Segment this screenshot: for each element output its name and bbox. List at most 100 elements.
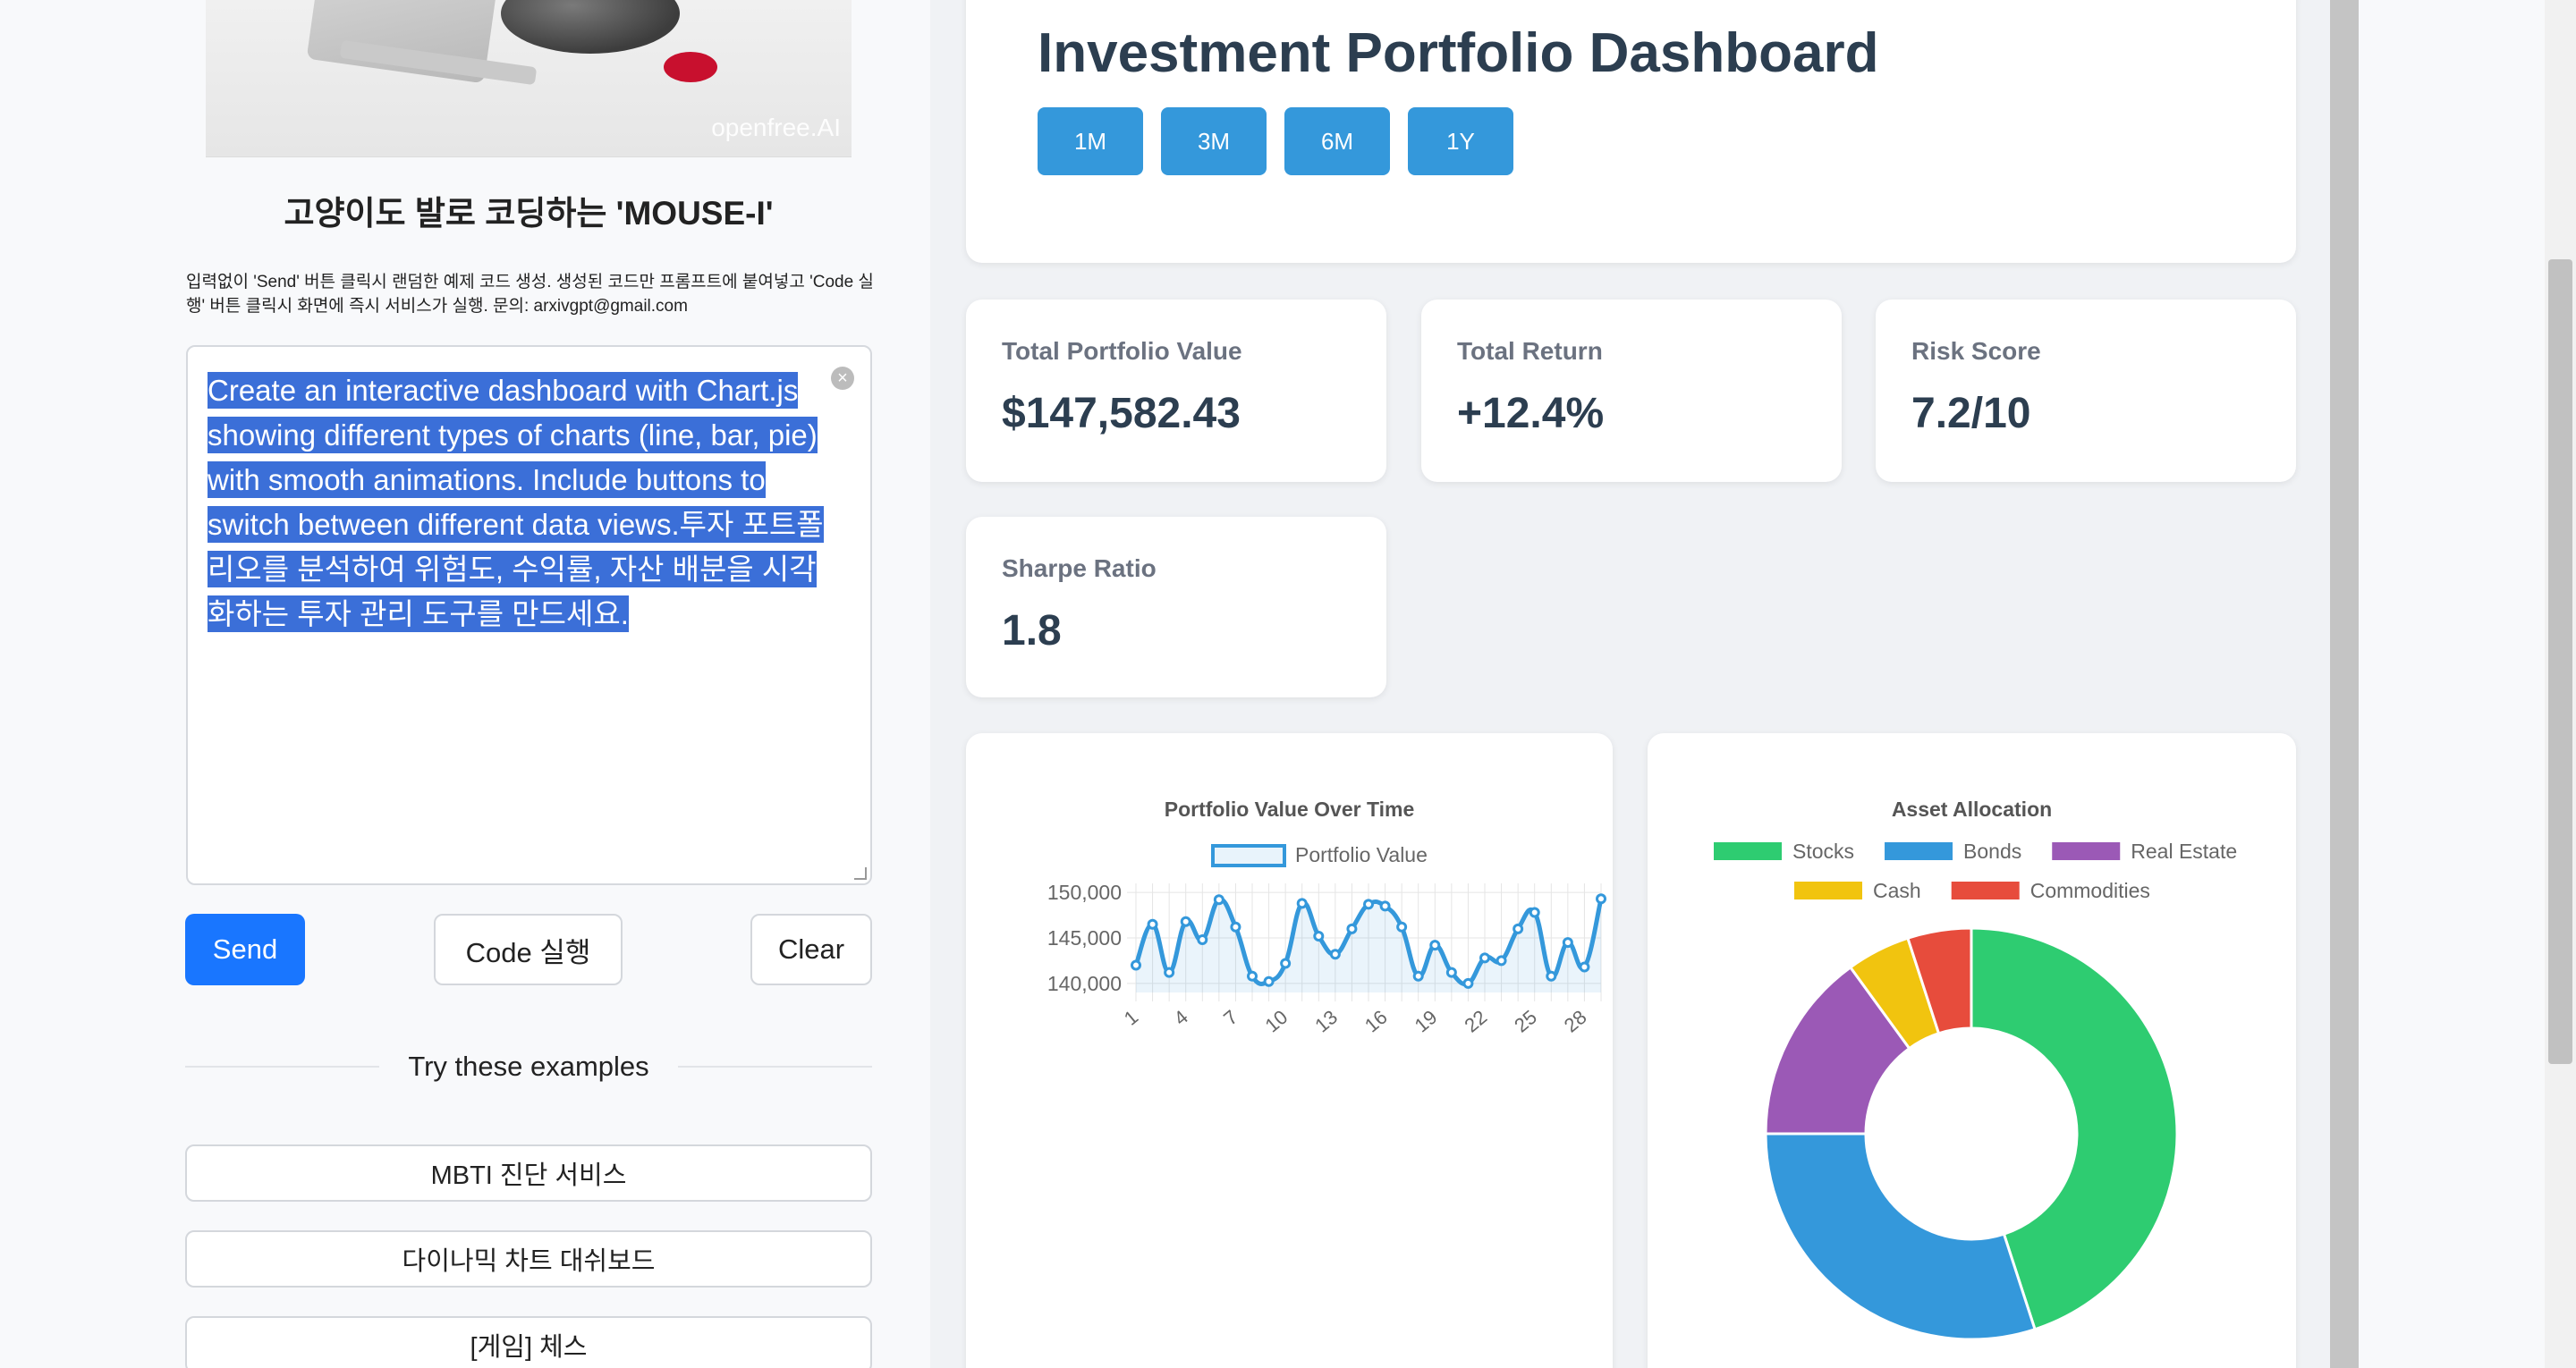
legend-label: Real Estate bbox=[2131, 840, 2237, 863]
example-item[interactable]: 다이나믹 차트 대쉬보드 bbox=[185, 1230, 872, 1288]
dashboard-panel: Investment Portfolio Dashboard 1M 3M 6M … bbox=[930, 0, 2330, 1368]
resize-handle[interactable] bbox=[854, 867, 867, 880]
data-point bbox=[1263, 975, 1275, 987]
data-point bbox=[1479, 952, 1490, 964]
divider bbox=[185, 1066, 380, 1068]
data-point bbox=[1213, 894, 1224, 906]
data-point bbox=[1529, 907, 1540, 918]
data-point bbox=[1462, 977, 1474, 989]
data-point bbox=[1296, 898, 1308, 909]
stat-card-risk-score: Risk Score 7.2/10 bbox=[1876, 300, 2296, 482]
x-tick-label: 10 bbox=[1261, 1006, 1292, 1037]
data-point bbox=[1429, 940, 1441, 951]
inner-scrollbar[interactable] bbox=[2330, 0, 2359, 1368]
hero-image: openfree.AI bbox=[206, 0, 852, 157]
send-button[interactable]: Send bbox=[185, 914, 305, 985]
code-run-button[interactable]: Code 실행 bbox=[434, 914, 623, 985]
data-point bbox=[1147, 918, 1158, 930]
pie-slice-commodities bbox=[1906, 926, 1973, 1035]
example-item[interactable]: [게임] 체스 bbox=[185, 1316, 872, 1368]
legend-item: Stocks bbox=[1714, 840, 1854, 863]
y-tick-label: 145,000 bbox=[1047, 926, 1122, 950]
data-point bbox=[1329, 949, 1341, 960]
x-tick-label: 16 bbox=[1360, 1006, 1392, 1037]
pie-slice-stocks bbox=[1970, 926, 2179, 1331]
legend-label: Stocks bbox=[1792, 840, 1854, 863]
page-scrollbar[interactable] bbox=[2545, 0, 2576, 1368]
legend-label: Portfolio Value bbox=[1295, 843, 1428, 866]
mouse-graphic bbox=[664, 52, 717, 82]
stat-value: 7.2/10 bbox=[1911, 390, 2031, 437]
data-point bbox=[1197, 934, 1208, 946]
stat-card-total-return: Total Return +12.4% bbox=[1421, 300, 1842, 482]
clear-button[interactable]: Clear bbox=[750, 914, 872, 985]
y-tick-label: 140,000 bbox=[1047, 972, 1122, 995]
stat-card-sharpe-ratio: Sharpe Ratio 1.8 bbox=[966, 517, 1386, 697]
data-point bbox=[1346, 923, 1358, 934]
divider bbox=[677, 1066, 872, 1068]
data-point bbox=[1313, 930, 1325, 942]
range-button-1y[interactable]: 1Y bbox=[1408, 107, 1513, 175]
data-point bbox=[1363, 899, 1374, 910]
x-tick-label: 22 bbox=[1460, 1006, 1491, 1037]
legend-swatch bbox=[1951, 882, 2020, 899]
x-tick-label: 28 bbox=[1560, 1006, 1591, 1037]
legend-item: Real Estate bbox=[2052, 840, 2237, 863]
legend-swatch bbox=[1714, 842, 1782, 860]
x-tick-label: 19 bbox=[1411, 1006, 1442, 1037]
data-point bbox=[1546, 970, 1557, 982]
left-panel: openfree.AI 고양이도 발로 코딩하는 'MOUSE-I' 입력없이 … bbox=[0, 0, 930, 1368]
data-point bbox=[1562, 937, 1573, 949]
pie-chart-card: Asset Allocation Stocks Bonds Real Estate C… bbox=[1648, 733, 2296, 1368]
prompt-selection: Create an interactive dashboard with Cha… bbox=[208, 372, 824, 632]
prompt-textarea[interactable]: Create an interactive dashboard with Cha… bbox=[186, 345, 872, 885]
stat-value: $147,582.43 bbox=[1002, 390, 1241, 437]
data-point bbox=[1496, 955, 1507, 967]
legend-label: Bonds bbox=[1963, 840, 2021, 863]
x-tick-label: 25 bbox=[1510, 1006, 1541, 1037]
pie-slice-bonds bbox=[1764, 1132, 2037, 1341]
dashboard-title: Investment Portfolio Dashboard bbox=[1038, 22, 1879, 84]
line-legend: Portfolio Value bbox=[1211, 843, 1428, 867]
prompt-text[interactable]: Create an interactive dashboard with Cha… bbox=[208, 368, 825, 637]
chart-title: Portfolio Value Over Time bbox=[1164, 798, 1415, 821]
header-card: Investment Portfolio Dashboard 1M 3M 6M … bbox=[966, 0, 2296, 263]
data-point bbox=[1131, 959, 1141, 971]
app-description: 입력없이 'Send' 버튼 클릭시 랜덤한 예제 코드 생성. 생성된 코드만… bbox=[186, 273, 874, 316]
stat-label: Risk Score bbox=[1911, 337, 2041, 365]
data-point bbox=[1230, 921, 1241, 933]
data-point bbox=[1180, 916, 1191, 927]
data-point bbox=[1247, 970, 1258, 982]
data-point bbox=[1579, 961, 1590, 973]
stat-label: Total Portfolio Value bbox=[1002, 337, 1242, 365]
x-tick-label: 7 bbox=[1219, 1006, 1241, 1030]
data-point bbox=[1513, 923, 1524, 934]
data-point bbox=[1164, 967, 1175, 978]
x-tick-label: 4 bbox=[1169, 1006, 1191, 1030]
line-chart-card: Portfolio Value Over Time Portfolio Valu… bbox=[966, 733, 1613, 1368]
stat-value: +12.4% bbox=[1457, 390, 1605, 437]
series-area bbox=[1136, 899, 1601, 992]
examples-heading: Try these examples bbox=[185, 1048, 872, 1085]
pie-slice-real-estate bbox=[1764, 965, 1911, 1136]
stat-label: Sharpe Ratio bbox=[1002, 554, 1157, 582]
data-point bbox=[1396, 921, 1408, 933]
legend-swatch bbox=[1794, 882, 1862, 899]
hero-watermark: openfree.AI bbox=[711, 114, 841, 141]
legend-item: Bonds bbox=[1885, 840, 2021, 863]
pie-chart[interactable]: Stocks Bonds Real Estate Cash Commodities bbox=[1648, 733, 2296, 1368]
page-scrollbar-thumb[interactable] bbox=[2548, 259, 2572, 1064]
data-point bbox=[1445, 967, 1457, 978]
range-button-6m[interactable]: 6M bbox=[1284, 107, 1390, 175]
x-tick-label: 1 bbox=[1120, 1006, 1142, 1030]
legend-swatch bbox=[1211, 844, 1286, 867]
data-point bbox=[1280, 958, 1292, 969]
legend-item: Cash bbox=[1794, 879, 1921, 902]
legend-swatch bbox=[1885, 842, 1953, 860]
range-button-3m[interactable]: 3M bbox=[1161, 107, 1267, 175]
range-button-1m[interactable]: 1M bbox=[1038, 107, 1143, 175]
example-item[interactable]: MBTI 진단 서비스 bbox=[185, 1144, 872, 1202]
data-point bbox=[1412, 970, 1424, 982]
clear-input-icon[interactable]: × bbox=[831, 367, 854, 390]
